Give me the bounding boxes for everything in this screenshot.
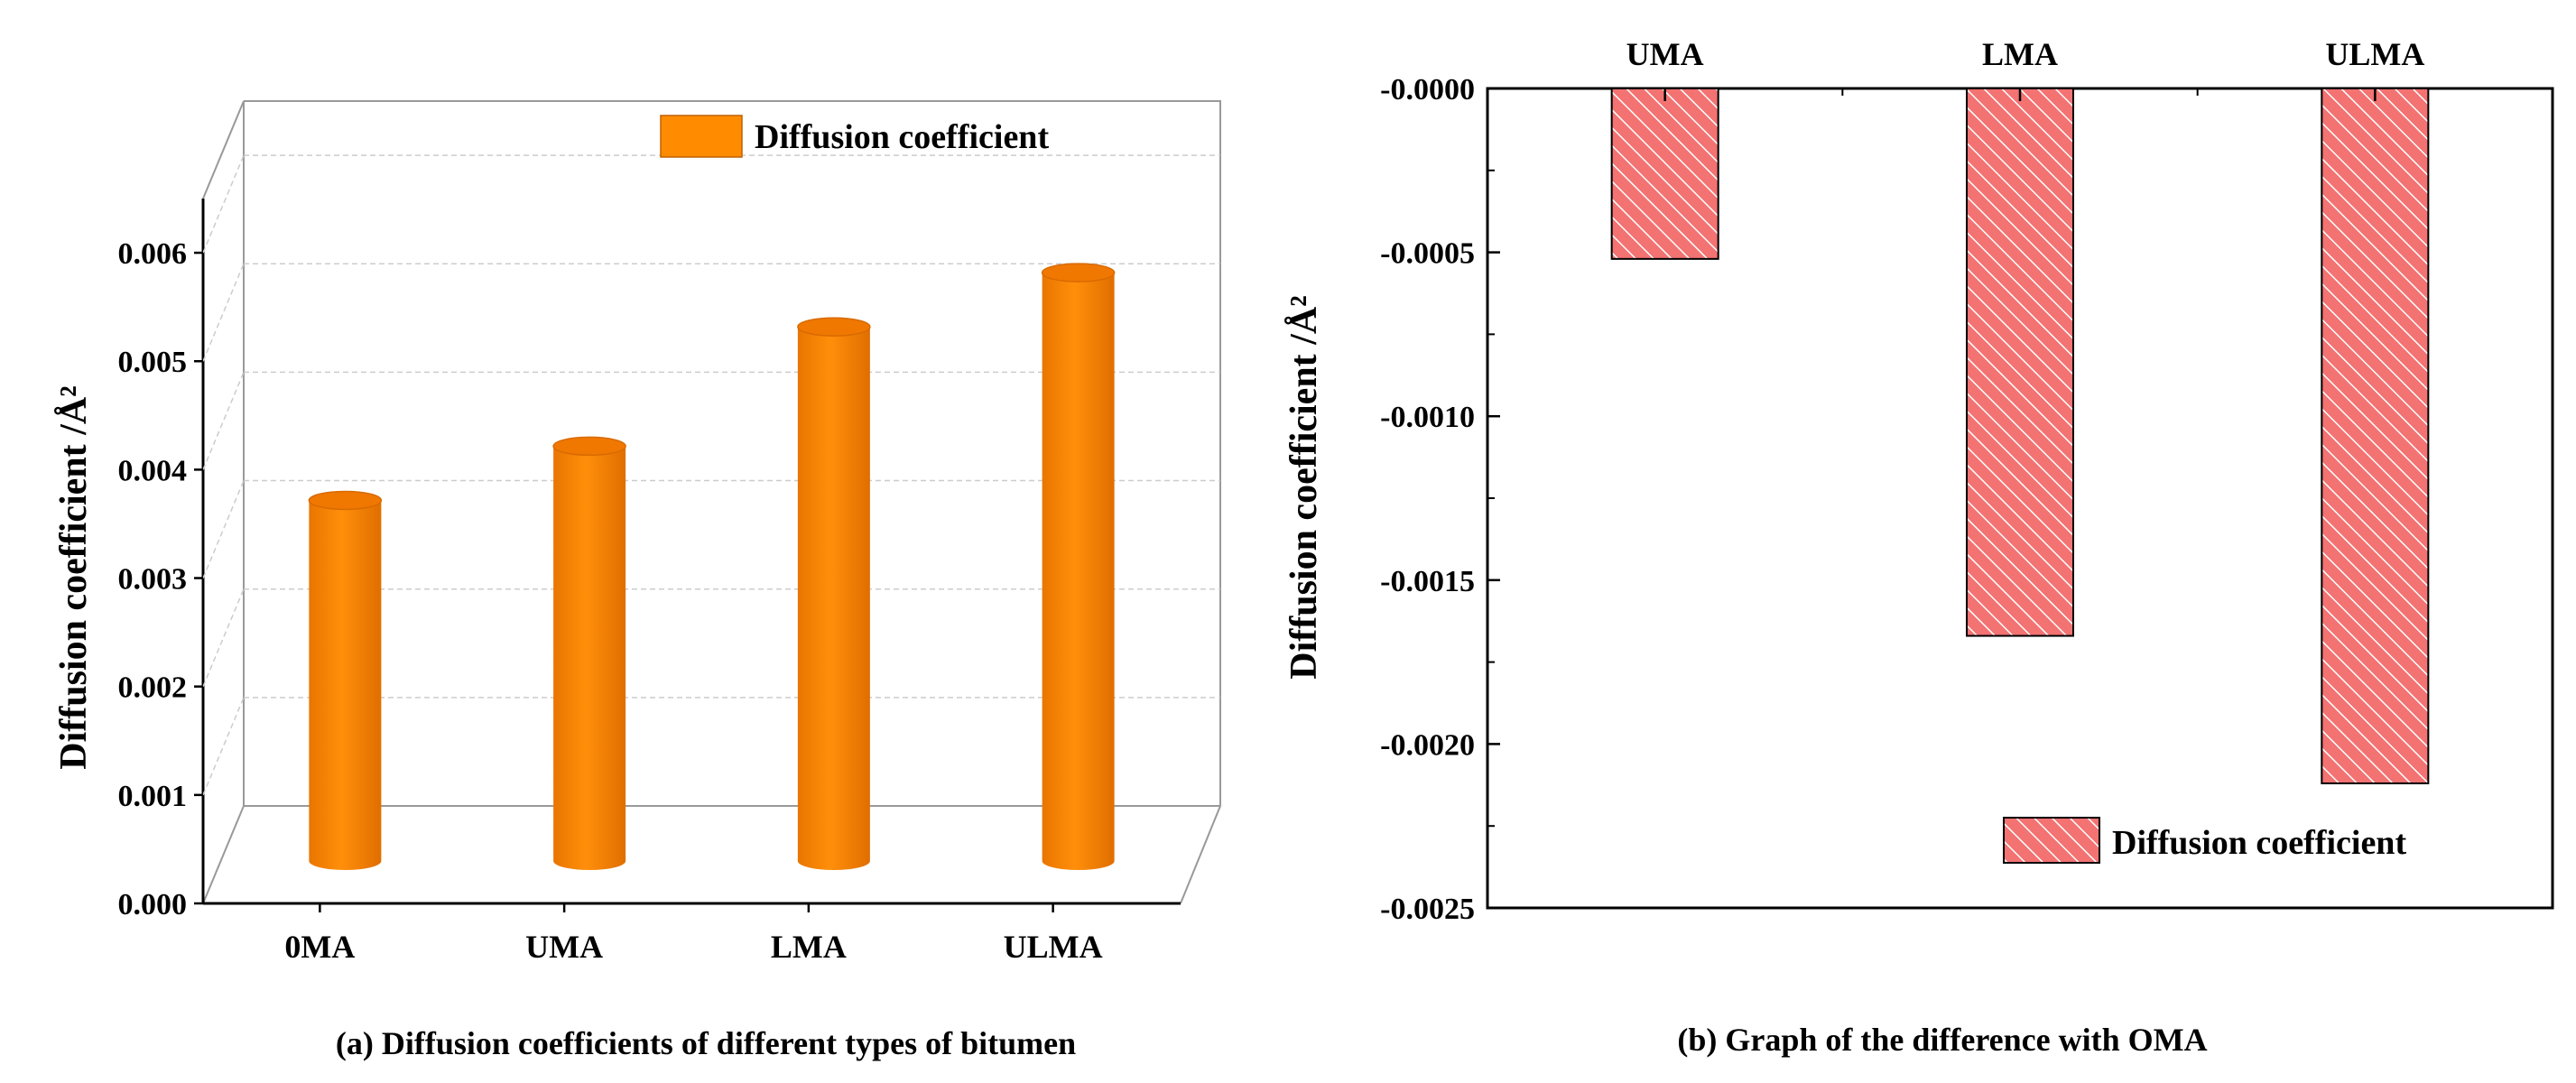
chart-a-y-axis-label: Diffusion coefficient /Å²: [53, 385, 95, 770]
chart-a-y-tick-label: 0.005: [118, 346, 188, 379]
chart-b-caption: (b) Graph of the difference with OMA: [1677, 1022, 2207, 1058]
chart-a-bar-0MA: [309, 500, 382, 870]
chart-a-y-tick-label: 0.001: [118, 780, 188, 813]
chart-b-legend: Diffusion coefficient: [2003, 817, 2406, 864]
chart-b-legend-swatch: [2003, 817, 2100, 864]
chart-b-bar-LMA: [1966, 88, 2074, 637]
chart-a-x-ticks: 0MA UMA LMA ULMA: [284, 903, 1103, 965]
chart-a: 0.000 0.001 0.002 0.003 0.004 0.005 0.006 0MA U…: [53, 100, 1221, 1061]
chart-a-bar-UMA: [553, 446, 626, 870]
chart-a-legend: Diffusion coefficient: [660, 115, 1049, 158]
chart-a-y-tick-label: 0.002: [118, 671, 188, 705]
chart-a-y-ticks: 0.000 0.001 0.002 0.003 0.004 0.005 0.006: [118, 237, 203, 921]
chart-a-caption: (a) Diffusion coefficients of different …: [336, 1025, 1076, 1061]
chart-b-bar-UMA: [1610, 88, 1719, 260]
chart-a-gridline: [202, 154, 245, 254]
chart-b-y-tick-label: -0.0015: [1380, 565, 1475, 598]
chart-b-bar-ULMA: [2321, 88, 2430, 784]
chart-b-y-tick-label: -0.0000: [1380, 73, 1475, 106]
chart-b-x-tick-label: UMA: [1626, 36, 1704, 72]
chart-b-y-axis-label: Diffusion coefficient /Å²: [1283, 295, 1325, 680]
chart-a-gridline: [202, 480, 245, 579]
chart-b-bars: [1610, 88, 2430, 784]
chart-a-y-tick-label: 0.006: [118, 237, 188, 271]
chart-b-legend-label: Diffusion coefficient: [2112, 824, 2406, 862]
chart-a-x-tick-label: ULMA: [1004, 929, 1103, 965]
chart-b-y-ticks: -0.0000 -0.0005 -0.0010 -0.0015 -0.0020 -0.00…: [1380, 73, 1500, 926]
chart-b-y-tick-label: -0.0020: [1380, 728, 1475, 762]
chart-a-bar-cap-0MA: [308, 490, 383, 511]
chart-a-y-tick-label: 0.004: [118, 454, 188, 487]
chart-b-y-tick-label: -0.0025: [1380, 893, 1475, 926]
chart-a-bar-cap-UMA: [552, 436, 626, 457]
chart-a-bars: [308, 263, 1116, 871]
chart-a-x-tick-label: 0MA: [284, 929, 355, 965]
chart-a-y-tick-label: 0.003: [118, 563, 188, 597]
chart-a-bar-ULMA: [1042, 273, 1115, 871]
chart-a-gridline: [202, 588, 245, 687]
chart-b-x-tick-label: ULMA: [2325, 36, 2424, 72]
chart-a-y-tick-label: 0.000: [118, 888, 188, 921]
chart-a-gridline: [202, 372, 245, 470]
chart-b-x-tick-label: LMA: [1982, 36, 2058, 72]
chart-a-legend-swatch: [660, 115, 743, 158]
chart-a-x-tick-label: LMA: [771, 929, 847, 965]
chart-a-x-tick-label: UMA: [525, 929, 603, 965]
chart-a-bar-LMA: [797, 327, 870, 870]
chart-a-bar-cap-ULMA: [1041, 263, 1116, 282]
chart-a-gridline: [202, 263, 245, 362]
chart-a-legend-label: Diffusion coefficient: [755, 118, 1049, 156]
chart-a-gridline: [202, 697, 245, 796]
chart-b: -0.0000 -0.0005 -0.0010 -0.0015 -0.0020 -0.00…: [1283, 36, 2554, 1058]
chart-b-y-tick-label: -0.0005: [1380, 237, 1475, 271]
chart-a-bar-cap-LMA: [797, 317, 871, 337]
chart-b-x-ticks: UMA LMA ULMA: [1626, 36, 2424, 101]
chart-b-y-tick-label: -0.0010: [1380, 401, 1475, 434]
